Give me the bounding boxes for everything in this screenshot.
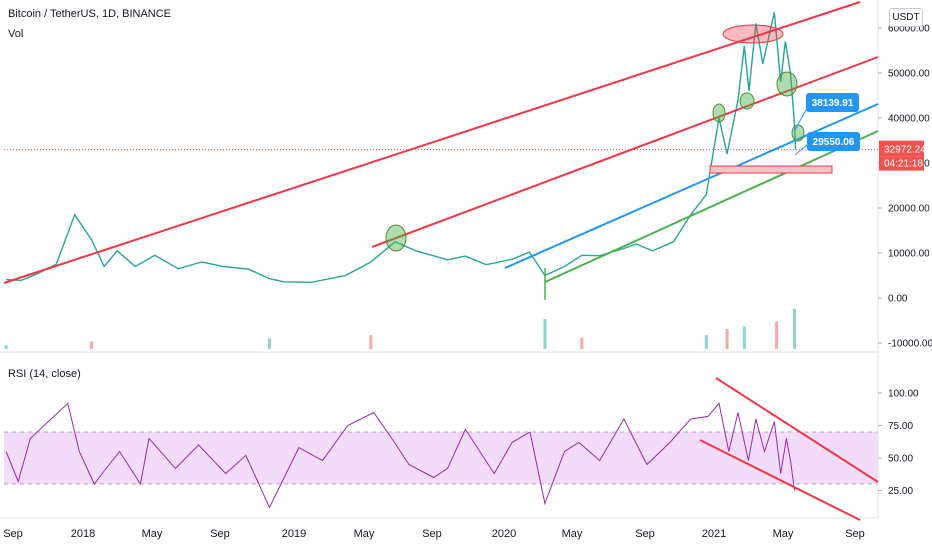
- time-tick-label: Sep: [210, 528, 230, 540]
- time-tick-label: Sep: [845, 528, 865, 540]
- support-zone: [709, 165, 833, 174]
- price-tick-label: 50000.00: [888, 69, 930, 80]
- price-callout-text: 38139.91: [812, 98, 854, 109]
- countdown-text: 04:21:18: [884, 159, 923, 170]
- rsi-lower-wedge-line: [699, 439, 861, 521]
- time-tick-label: May: [142, 528, 163, 540]
- time-tick-label: 2021: [702, 528, 726, 540]
- volume-bar: [89, 341, 93, 349]
- time-tick-label: 2019: [282, 528, 306, 540]
- price-series-line: [6, 12, 797, 284]
- volume-bar: [580, 337, 584, 349]
- time-tick-label: 2018: [71, 528, 95, 540]
- time-tick-label: Sep: [422, 528, 442, 540]
- time-tick-label: May: [354, 528, 375, 540]
- currency-button[interactable]: USDT: [889, 8, 923, 27]
- rsi-label: RSI (14, close): [8, 368, 81, 380]
- time-tick-label: May: [562, 528, 583, 540]
- rsi-tick-label: 75.00: [888, 421, 913, 432]
- time-tick-label: Sep: [3, 528, 23, 540]
- price-callout-box: [807, 132, 860, 151]
- symbol-title: Bitcoin / TetherUS, 1D, BINANCE: [8, 8, 172, 20]
- highlight-circle: [712, 103, 726, 123]
- rsi-series-line: [5, 402, 797, 509]
- highlight-circle: [385, 224, 407, 252]
- price-tick-label: 60000.00: [888, 24, 930, 35]
- price-tick-label: -10000.00: [888, 339, 932, 350]
- middle-red-trendline: [371, 56, 879, 248]
- upper-red-trendline: [3, 1, 861, 284]
- highlight-circle: [739, 92, 755, 110]
- rsi-upper-wedge-line: [715, 377, 879, 483]
- time-tick-label: Sep: [635, 528, 655, 540]
- price-tick-label: 0.00: [888, 294, 908, 305]
- volume-label: Vol: [8, 28, 24, 40]
- countdown-badge: [879, 156, 924, 171]
- rsi-band: [4, 432, 878, 484]
- highlight-circle: [776, 71, 798, 97]
- volume-bar: [742, 326, 746, 349]
- price-tick-label: 40000.00: [888, 114, 930, 125]
- time-tick-label: 2020: [492, 528, 516, 540]
- volume-bar: [775, 321, 779, 349]
- price-tick-label: 20000.00: [888, 204, 930, 215]
- rsi-tick-label: 100.00: [888, 389, 919, 400]
- green-trendline: [544, 130, 879, 283]
- last-price-badge: [879, 140, 924, 157]
- price-tick-label: 10000.00: [888, 249, 930, 260]
- volume-bar: [4, 345, 8, 349]
- price-callout-text: 29550.06: [813, 137, 855, 148]
- volume-bar: [704, 335, 708, 349]
- highlight-circle: [791, 124, 805, 142]
- rsi-tick-label: 25.00: [888, 486, 913, 497]
- volume-bar: [792, 309, 796, 349]
- rsi-tick-label: 50.00: [888, 454, 913, 465]
- last-price-text: 32972.24: [884, 145, 926, 156]
- volume-bar: [369, 335, 373, 349]
- volume-bar: [725, 329, 729, 349]
- price-callout-box: [806, 93, 859, 112]
- blue-trendline: [504, 103, 879, 269]
- top-highlight-ellipse: [722, 24, 784, 44]
- time-tick-label: May: [773, 528, 794, 540]
- volume-bar: [543, 319, 547, 349]
- volume-bar: [267, 338, 271, 349]
